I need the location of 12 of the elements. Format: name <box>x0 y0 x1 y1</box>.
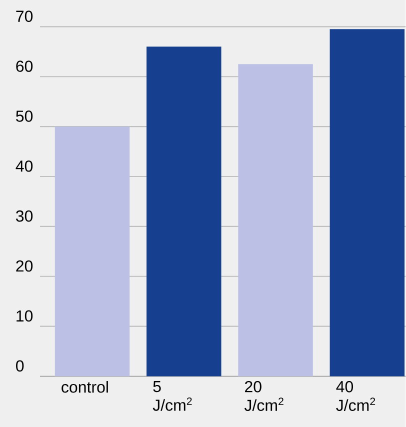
y-tick-label: 20 <box>16 260 32 272</box>
y-tick-label: 10 <box>16 310 32 322</box>
x-tick-label: control <box>62 381 108 393</box>
y-tick-label: 40 <box>16 160 32 172</box>
y-tick-label: 0 <box>16 360 24 372</box>
y-tick-label: 70 <box>16 10 32 22</box>
y-tick-label: 30 <box>16 210 32 222</box>
x-tick-label: 5 J/cm$^{2}$ <box>152 381 192 411</box>
y-tick-label: 50 <box>16 110 32 122</box>
x-tick-label: 40 J/cm$^{2}$ <box>336 381 375 412</box>
x-tick-label: 20 J/cm$^{2}$ <box>244 381 284 412</box>
y-tick-label: 60 <box>16 60 32 72</box>
